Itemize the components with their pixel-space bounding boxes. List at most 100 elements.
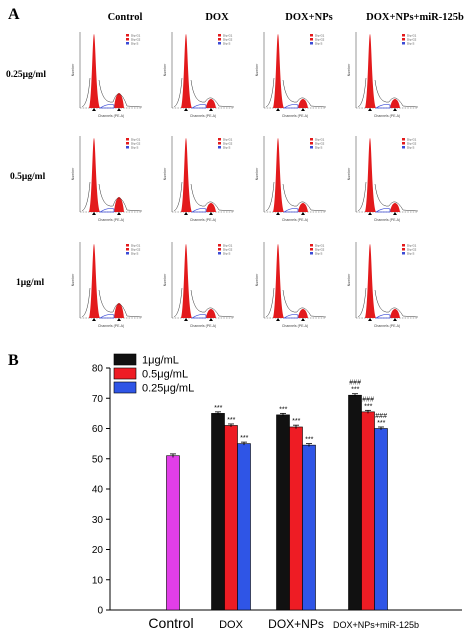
peak-marker <box>117 318 121 321</box>
peak-marker <box>92 212 96 215</box>
peak-marker <box>117 212 121 215</box>
mini-legend-swatch <box>218 252 221 255</box>
mini-legend-label: Dip G2 <box>315 142 325 146</box>
g1-peak <box>365 138 376 212</box>
mini-legend-label: Dip S <box>223 146 230 150</box>
model-fit-curve <box>173 287 235 318</box>
g1-peak <box>365 244 376 318</box>
histogram-x-label: Channels (PE-A) <box>282 114 308 118</box>
peak-marker <box>276 212 280 215</box>
histogram-x-label: Channels (PE-A) <box>374 324 400 328</box>
g2-peak <box>206 203 216 212</box>
mini-legend-label: Dip S <box>315 42 322 46</box>
s-phase-region <box>190 104 207 109</box>
mini-legend-swatch <box>310 42 313 45</box>
model-fit-curve <box>173 181 235 212</box>
model-fit-curve <box>265 287 327 318</box>
mini-legend-label: Dip G1 <box>315 34 325 38</box>
mini-legend-label: Dip S <box>315 252 322 256</box>
histogram-y-label: Number <box>347 273 351 286</box>
mini-legend-swatch <box>126 138 129 141</box>
mini-legend-swatch <box>402 244 405 247</box>
peak-marker <box>393 318 397 321</box>
mini-legend-swatch <box>218 138 221 141</box>
mini-legend-label: Dip S <box>407 146 414 150</box>
legend-swatch <box>113 381 137 394</box>
histogram-y-label: Number <box>71 63 75 76</box>
g1-peak <box>181 138 192 212</box>
y-tick-label: 40 <box>92 485 104 496</box>
g2-peak <box>298 203 308 212</box>
mini-legend-label: Dip G2 <box>131 248 141 252</box>
panel-a-label: A <box>8 6 20 23</box>
column-header-dox-nps-mir: DOX+NPs+miR-125b <box>366 12 464 23</box>
mini-legend-swatch <box>402 38 405 41</box>
g2-peak <box>114 197 124 212</box>
peak-marker <box>184 108 188 111</box>
mini-legend-label: Dip S <box>223 42 230 46</box>
histogram-x-label: Channels (PE-A) <box>374 114 400 118</box>
mini-legend-label: Dip G1 <box>223 138 233 142</box>
significance-label: *** <box>240 435 248 442</box>
mini-legend-label: Dip G1 <box>223 244 233 248</box>
significance-label: *** <box>227 417 235 424</box>
significance-label: ### <box>375 413 387 420</box>
significance-label: *** <box>364 403 372 410</box>
histogram-y-label: Number <box>347 63 351 76</box>
histogram-y-label: Number <box>347 167 351 180</box>
s-phase-region <box>98 104 115 109</box>
mini-legend-swatch <box>218 142 221 145</box>
mini-legend-label: Dip G1 <box>223 34 233 38</box>
mini-legend-swatch <box>402 146 405 149</box>
mini-legend-swatch <box>218 244 221 247</box>
g1-peak <box>89 138 100 212</box>
mini-legend-label: Dip G1 <box>315 244 325 248</box>
mini-legend-label: Dip G1 <box>131 138 141 142</box>
g2-peak <box>390 203 400 212</box>
mini-legend-swatch <box>402 142 405 145</box>
panel-b-label: B <box>8 352 19 369</box>
legend-swatch <box>113 367 137 380</box>
bar-2-2 <box>302 444 316 611</box>
y-tick-label: 50 <box>92 454 104 465</box>
mini-legend-swatch <box>126 34 129 37</box>
significance-label: *** <box>214 405 222 412</box>
peak-marker <box>393 108 397 111</box>
model-fit-curve <box>81 77 143 108</box>
peak-marker <box>393 212 397 215</box>
mini-legend-label: Dip G2 <box>315 38 325 42</box>
model-fit-curve <box>357 77 419 108</box>
y-tick-label: 20 <box>92 545 104 556</box>
g1-peak <box>273 138 284 212</box>
histogram-y-label: Number <box>163 167 167 180</box>
mini-legend-swatch <box>218 38 221 41</box>
g2-peak <box>114 303 124 318</box>
peak-marker <box>92 108 96 111</box>
mini-legend-swatch <box>126 244 129 247</box>
peak-marker <box>209 318 213 321</box>
g1-peak <box>181 244 192 318</box>
mini-legend-swatch <box>402 252 405 255</box>
mini-legend-swatch <box>310 248 313 251</box>
g2-peak <box>206 309 216 318</box>
s-phase-region <box>190 208 207 213</box>
bar-1-2 <box>237 443 251 611</box>
mini-legend-label: Dip G2 <box>131 38 141 42</box>
g1-peak <box>89 34 100 108</box>
x-category-label: DOX <box>219 619 244 631</box>
bar-3-2 <box>374 428 388 611</box>
y-tick-label: 30 <box>92 515 104 526</box>
x-category-label: DOX+NPs <box>268 617 324 631</box>
mini-legend-label: Dip G1 <box>407 138 417 142</box>
peak-marker <box>368 318 372 321</box>
row-header-1: 1μg/ml <box>16 278 45 288</box>
